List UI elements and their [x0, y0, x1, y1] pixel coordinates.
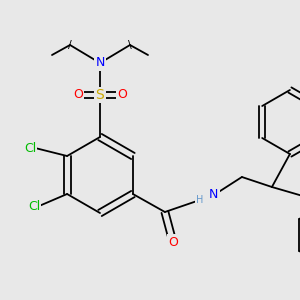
Text: N: N — [209, 188, 219, 202]
Text: N: N — [95, 56, 105, 70]
Text: Cl: Cl — [24, 142, 36, 154]
Text: O: O — [168, 236, 178, 248]
Text: Cl: Cl — [28, 200, 40, 212]
Text: H: H — [196, 195, 204, 205]
Text: O: O — [73, 88, 83, 101]
Text: \: \ — [128, 40, 132, 50]
Text: S: S — [96, 88, 104, 102]
Text: O: O — [117, 88, 127, 101]
Text: /: / — [68, 40, 72, 50]
